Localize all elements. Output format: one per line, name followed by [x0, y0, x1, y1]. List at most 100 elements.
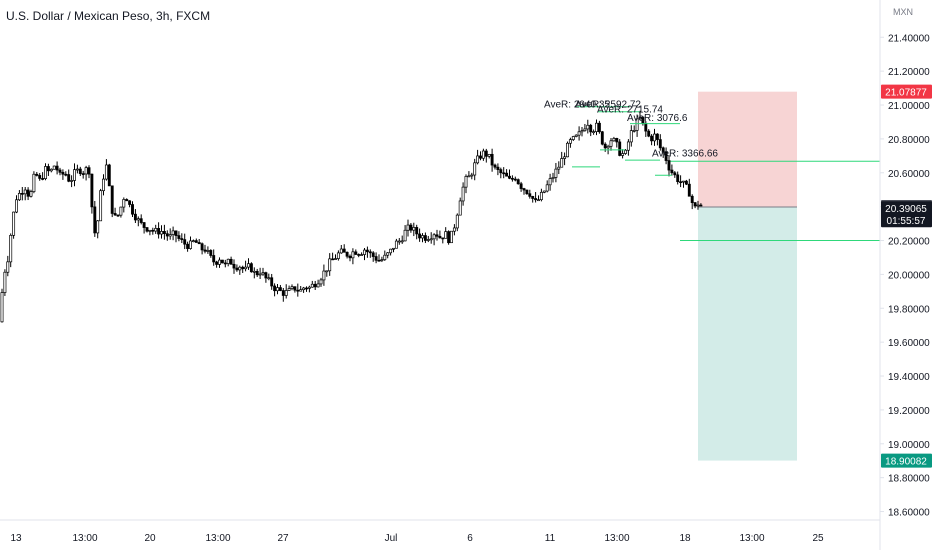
- take-profit-zone: [698, 206, 797, 461]
- candle-body-102: [296, 289, 300, 292]
- candle-body-20: [58, 169, 62, 173]
- candle-body-143: [415, 227, 419, 235]
- candle-body-1: [3, 271, 7, 293]
- candle-body-110: [319, 279, 323, 285]
- candle-body-18: [52, 165, 56, 170]
- candle-body-179: [519, 183, 523, 189]
- candle-body-156: [452, 227, 456, 232]
- candle-body-126: [365, 249, 369, 253]
- ave-r-label-2: AveR: 2715.74: [597, 105, 663, 116]
- candle-body-226: [655, 133, 659, 140]
- candle-body-64: [186, 243, 190, 249]
- candle-body-171: [496, 166, 500, 170]
- candle-body-145: [421, 235, 424, 239]
- candle-body-96: [278, 287, 282, 291]
- x-tick-label-3: 13:00: [205, 533, 230, 544]
- candle-body-114: [331, 258, 335, 261]
- candle-body-86: [249, 263, 253, 273]
- candle-body-165: [479, 155, 482, 159]
- candle-body-19: [55, 165, 59, 171]
- y-tick-label-4: 20.60000: [888, 169, 930, 180]
- candle-body-117: [339, 248, 343, 254]
- candle-body-216: [626, 141, 630, 151]
- candle-body-85: [247, 263, 250, 268]
- candle-body-201: [583, 128, 587, 132]
- candle-body-40: [116, 214, 120, 217]
- candle-body-29: [84, 167, 88, 175]
- candle-body-129: [374, 256, 378, 261]
- candle-body-14: [41, 178, 45, 180]
- candle-body-141: [409, 224, 413, 231]
- candle-body-31: [90, 173, 94, 208]
- candle-body-90: [261, 272, 265, 275]
- candle-body-190: [551, 177, 555, 179]
- candle-body-140: [406, 224, 410, 231]
- candle-body-0: [0, 292, 4, 323]
- candle-body-97: [281, 290, 285, 296]
- candle-body-112: [325, 270, 329, 273]
- candle-body-124: [360, 254, 364, 256]
- y-tick-label-11: 19.20000: [888, 406, 930, 417]
- candle-body-50: [145, 227, 149, 232]
- candle-body-180: [522, 188, 526, 191]
- ave-r-label-1: AveR: 2592.72: [575, 100, 641, 111]
- candle-body-11: [32, 173, 36, 192]
- candle-body-147: [426, 239, 430, 241]
- candle-body-194: [563, 156, 567, 159]
- candle-body-142: [412, 227, 416, 231]
- candle-body-119: [345, 251, 349, 257]
- candle-body-199: [577, 131, 581, 136]
- y-tick-label-10: 19.40000: [888, 372, 930, 383]
- candle-body-99: [287, 288, 291, 291]
- candle-body-63: [183, 239, 187, 245]
- candle-body-176: [510, 177, 514, 180]
- price-label-3: 18.90082: [885, 457, 927, 468]
- candle-body-136: [394, 240, 398, 249]
- x-tick-label-0: 13: [10, 533, 22, 544]
- x-tick-label-5: Jul: [385, 533, 398, 544]
- candle-body-26: [75, 168, 79, 171]
- candle-body-218: [632, 130, 636, 132]
- candle-body-121: [351, 251, 355, 259]
- candle-body-166: [481, 150, 485, 159]
- candle-body-183: [531, 196, 535, 199]
- candle-body-10: [29, 191, 33, 197]
- candle-body-182: [528, 193, 532, 197]
- candle-body-12: [35, 173, 39, 176]
- candle-body-211: [612, 138, 616, 142]
- candle-body-62: [180, 238, 184, 240]
- candle-body-25: [73, 169, 76, 181]
- candle-body-80: [232, 263, 236, 269]
- price-label-bg-0: [881, 84, 932, 99]
- candle-body-71: [206, 250, 210, 252]
- candle-body-223: [647, 130, 651, 137]
- candle-body-68: [197, 242, 201, 245]
- price-label-0: 21.07877: [885, 88, 927, 99]
- candle-body-56: [162, 231, 166, 235]
- candle-body-125: [363, 249, 366, 255]
- candle-body-139: [403, 229, 407, 242]
- candle-body-163: [473, 162, 477, 176]
- candle-body-89: [258, 273, 262, 276]
- candle-body-73: [212, 255, 216, 263]
- candle-body-27: [78, 168, 82, 174]
- candle-body-8: [23, 189, 27, 195]
- candle-body-146: [423, 235, 427, 241]
- candle-body-23: [67, 174, 71, 182]
- candle-body-153: [444, 231, 448, 239]
- candle-body-212: [615, 138, 619, 143]
- candle-body-170: [493, 164, 497, 168]
- candle-body-138: [400, 240, 404, 243]
- candle-body-168: [487, 153, 491, 157]
- candle-body-132: [383, 254, 387, 260]
- candle-body-213: [618, 141, 622, 156]
- y-tick-label-0: 21.40000: [888, 33, 930, 44]
- candle-body-109: [316, 283, 320, 288]
- candle-body-193: [560, 158, 564, 168]
- candle-body-13: [38, 175, 42, 179]
- candle-body-200: [580, 130, 584, 133]
- candle-body-113: [328, 258, 332, 272]
